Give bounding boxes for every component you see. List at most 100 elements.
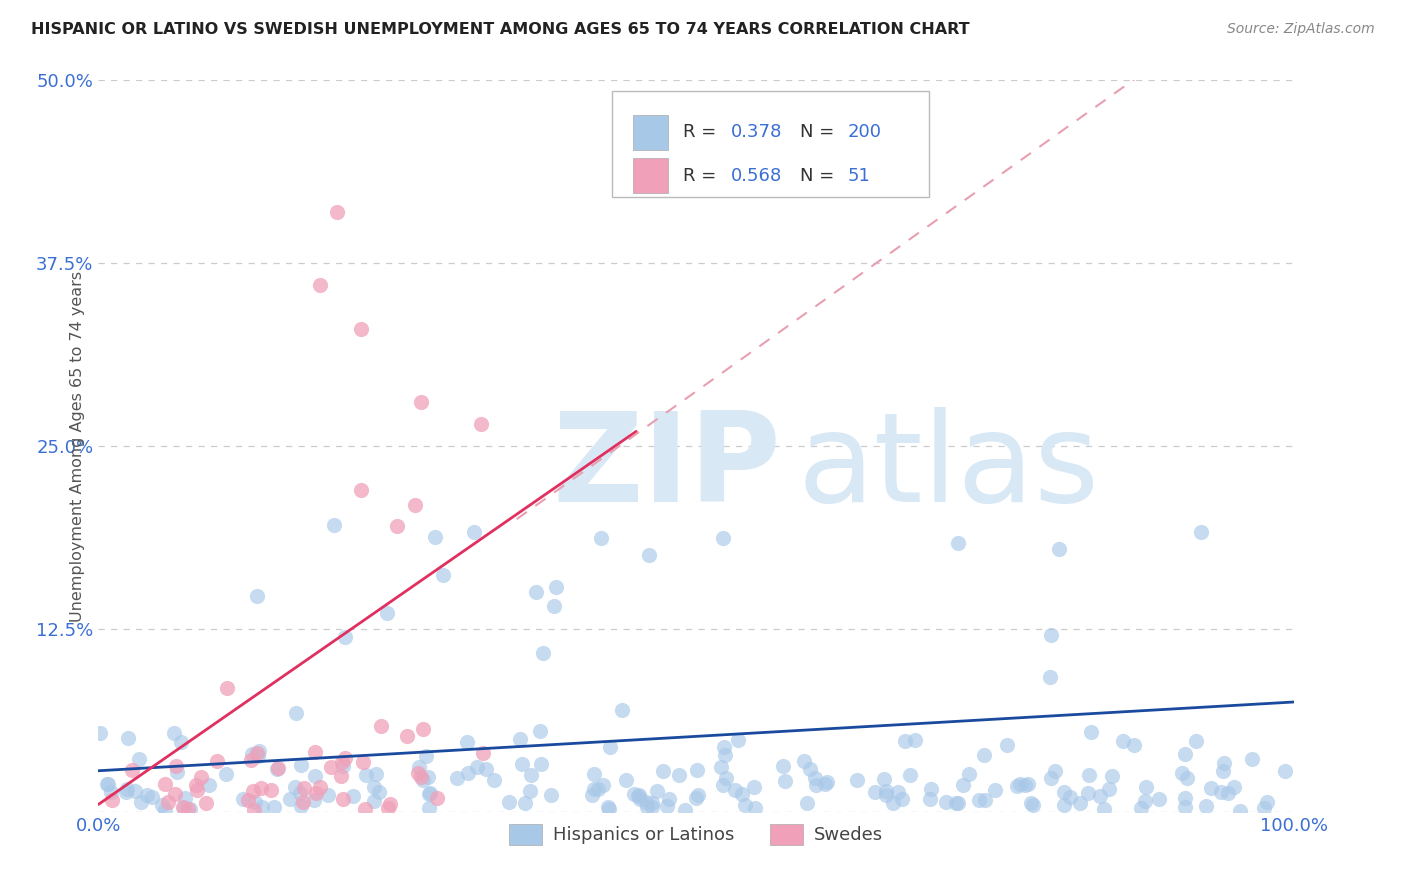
Point [284, 780, 307, 794]
Point [636, 800, 658, 814]
Point [1005, 779, 1028, 793]
Point [380, 797, 402, 812]
Point [1174, 800, 1197, 814]
FancyBboxPatch shape [633, 158, 668, 194]
Point [1212, 764, 1234, 779]
Point [446, 771, 468, 785]
Point [543, 599, 565, 614]
Text: N =: N = [800, 123, 839, 142]
Point [655, 799, 678, 814]
Point [626, 789, 648, 803]
Point [166, 764, 188, 779]
Point [1069, 796, 1091, 810]
Point [246, 746, 269, 760]
Point [411, 395, 433, 409]
Point [136, 788, 159, 802]
Point [308, 780, 330, 794]
Point [465, 760, 488, 774]
Point [278, 791, 301, 805]
Point [1189, 525, 1212, 540]
Point [638, 548, 661, 562]
Point [243, 796, 266, 810]
Point [686, 764, 709, 778]
Point [1256, 795, 1278, 809]
Point [163, 787, 186, 801]
Point [197, 778, 219, 792]
Point [1130, 801, 1153, 815]
Point [530, 756, 553, 771]
Point [266, 761, 288, 775]
Point [515, 796, 537, 810]
Point [157, 795, 180, 809]
Point [166, 758, 188, 772]
Point [627, 789, 650, 803]
Point [418, 801, 440, 815]
Point [243, 804, 266, 818]
Point [894, 734, 917, 748]
Point [1010, 777, 1032, 791]
Point [592, 778, 614, 792]
Point [432, 568, 454, 582]
Text: HISPANIC OR LATINO VS SWEDISH UNEMPLOYMENT AMONG AGES 65 TO 74 YEARS CORRELATION: HISPANIC OR LATINO VS SWEDISH UNEMPLOYME… [31, 22, 970, 37]
Point [232, 791, 254, 805]
Point [498, 796, 520, 810]
Point [1111, 733, 1133, 747]
Point [238, 793, 260, 807]
Point [153, 804, 176, 818]
Point [651, 764, 673, 778]
Point [326, 205, 349, 219]
Point [366, 766, 388, 780]
Point [354, 768, 377, 782]
Point [1274, 764, 1296, 778]
Point [713, 739, 735, 754]
Point [903, 733, 925, 747]
Point [363, 794, 385, 808]
Point [714, 747, 737, 762]
Point [533, 646, 555, 660]
Point [305, 785, 328, 799]
Point [920, 782, 942, 797]
Point [641, 796, 664, 810]
Point [333, 630, 356, 644]
Text: 200: 200 [848, 123, 882, 142]
Text: ZIP: ZIP [553, 408, 782, 528]
Point [96, 777, 118, 791]
Point [734, 798, 756, 813]
Point [246, 748, 269, 763]
Point [215, 767, 238, 781]
Point [586, 782, 609, 797]
Point [1019, 797, 1042, 811]
Point [724, 783, 747, 797]
Y-axis label: Unemployment Among Ages 65 to 74 years: Unemployment Among Ages 65 to 74 years [69, 270, 84, 622]
Point [418, 770, 440, 784]
Point [814, 777, 837, 791]
Point [952, 779, 974, 793]
Point [124, 784, 146, 798]
FancyBboxPatch shape [613, 91, 929, 197]
Point [472, 746, 495, 760]
Point [1209, 785, 1232, 799]
Point [396, 729, 419, 743]
Point [190, 770, 212, 784]
Point [141, 790, 163, 805]
Point [419, 786, 441, 800]
Point [415, 749, 437, 764]
Point [744, 801, 766, 815]
Point [1185, 734, 1208, 748]
Point [673, 803, 696, 817]
Point [1213, 756, 1236, 770]
Point [342, 789, 364, 803]
Point [370, 719, 392, 733]
Point [1175, 771, 1198, 785]
Point [260, 782, 283, 797]
Point [599, 740, 621, 755]
Point [540, 789, 562, 803]
Text: 0.378: 0.378 [731, 123, 782, 142]
Point [668, 768, 690, 782]
Point [207, 754, 229, 768]
Text: R =: R = [683, 167, 721, 185]
Point [519, 768, 541, 782]
Point [1039, 670, 1062, 684]
Point [984, 782, 1007, 797]
Point [406, 766, 429, 780]
